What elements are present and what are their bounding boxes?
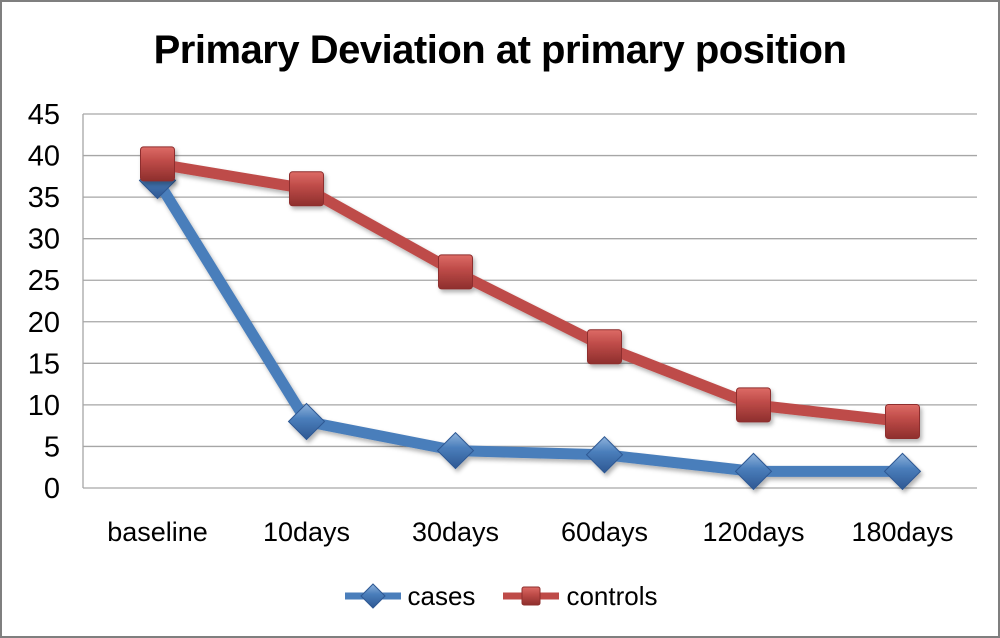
legend-item-controls: controls [501, 580, 657, 612]
chart-title: Primary Deviation at primary position [153, 28, 847, 72]
data-point-marker-controls [438, 254, 473, 290]
legend-label-controls: controls [566, 580, 658, 611]
data-point-marker-controls [289, 171, 324, 207]
x-axis-tick-label: 10days [263, 517, 350, 547]
x-axis-tick-label: 120days [702, 517, 804, 547]
y-axis-tick-label: 15 [28, 348, 60, 380]
legend-marker-cases [359, 583, 386, 609]
x-axis-tick-label: 60days [561, 517, 648, 547]
y-axis-tick-label: 0 [44, 473, 60, 505]
data-point-marker-controls [885, 404, 920, 440]
data-point-marker-controls [140, 146, 175, 182]
cases-series-icon [344, 583, 401, 609]
y-axis-tick-label: 45 [28, 99, 60, 131]
data-point-marker-controls [587, 329, 622, 365]
data-point-marker-cases [734, 452, 773, 491]
data-point-marker-cases [883, 452, 922, 491]
series-cases [138, 161, 922, 491]
legend-marker-controls [521, 586, 541, 606]
data-point-marker-cases [436, 431, 475, 470]
legend-label-cases: cases [407, 580, 476, 611]
x-axis-tick-label: 30days [412, 517, 499, 547]
data-point-marker-cases [585, 436, 624, 474]
controls-series-icon [503, 586, 560, 606]
y-axis-tick-label: 5 [44, 431, 60, 463]
series-line-cases [152, 174, 908, 477]
series-line-controls [152, 158, 908, 428]
legend-item-cases: cases [343, 580, 476, 612]
y-axis-tick-label: 25 [28, 265, 60, 297]
gridlines [83, 113, 977, 489]
y-axis-tick-label: 10 [28, 390, 60, 422]
y-axis-tick-label: 35 [28, 182, 60, 214]
x-axis-tick-label: baseline [107, 517, 208, 547]
series-controls [140, 146, 920, 440]
data-point-marker-cases [287, 402, 326, 441]
legend: cases controls [2, 580, 998, 612]
y-axis-tick-label: 40 [28, 141, 60, 173]
y-axis-tick-label: 20 [28, 307, 60, 339]
data-point-marker-controls [736, 387, 771, 423]
x-axis-tick-label: 180days [851, 517, 953, 547]
y-axis-tick-label: 30 [28, 224, 60, 256]
